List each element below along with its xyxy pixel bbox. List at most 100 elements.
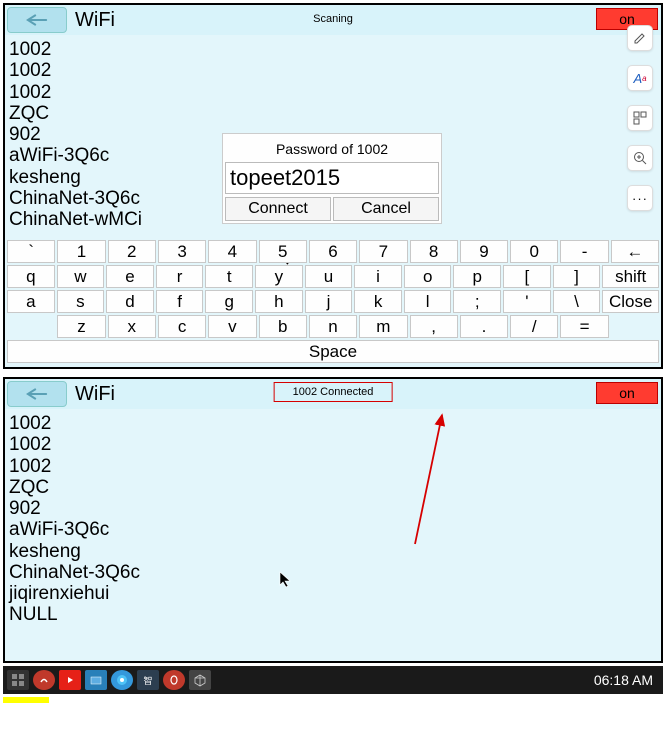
wifi-panel-connecting: WiFi Scaning on 100210021002ZQC902aWiFi-…	[3, 3, 663, 369]
key-f[interactable]: f	[156, 290, 204, 313]
key-g[interactable]: g	[205, 290, 253, 313]
status-text-connected: 1002 Connected	[274, 382, 393, 402]
edit-icon[interactable]	[627, 25, 653, 51]
page-title: WiFi	[75, 383, 115, 406]
more-icon[interactable]: ···	[627, 185, 653, 211]
key-m[interactable]: m	[359, 315, 407, 338]
header: WiFi 1002 Connected on	[5, 379, 661, 409]
key--[interactable]: -	[560, 240, 608, 263]
taskbar-app-icon[interactable]	[33, 670, 55, 690]
key-w[interactable]: w	[57, 265, 105, 288]
key-y[interactable]: y	[255, 265, 303, 288]
taskbar-clock: 06:18 AM	[594, 672, 659, 688]
wifi-network-item[interactable]: 1002	[9, 456, 657, 477]
header: WiFi Scaning on	[5, 5, 661, 35]
wifi-network-item[interactable]: ChinaNet-3Q6c	[9, 562, 657, 583]
key-=[interactable]: =	[560, 315, 608, 338]
key-z[interactable]: z	[57, 315, 105, 338]
key-5[interactable]: 5	[259, 240, 307, 263]
key-8[interactable]: 8	[410, 240, 458, 263]
side-toolbar: Aa ···	[627, 25, 653, 211]
key-1[interactable]: 1	[57, 240, 105, 263]
key-6[interactable]: 6	[309, 240, 357, 263]
back-button[interactable]	[7, 381, 67, 407]
key-u[interactable]: u	[305, 265, 353, 288]
yellow-highlight	[3, 697, 49, 703]
wifi-network-item[interactable]: kesheng	[9, 541, 657, 562]
key-c[interactable]: c	[158, 315, 206, 338]
key-h[interactable]: h	[255, 290, 303, 313]
key-backspace[interactable]: ←	[611, 240, 659, 263]
key-d[interactable]: d	[106, 290, 154, 313]
status-text: Scaning	[313, 13, 353, 25]
back-button[interactable]	[7, 7, 67, 33]
wifi-panel-connected: WiFi 1002 Connected on 100210021002ZQC90…	[3, 377, 663, 663]
taskbar-app-icon[interactable]	[7, 670, 29, 690]
onscreen-keyboard: `1234567890-← qwertyuiop[]shift asdfghjk…	[7, 240, 659, 365]
cancel-button[interactable]: Cancel	[333, 197, 439, 221]
key-x[interactable]: x	[108, 315, 156, 338]
key-v[interactable]: v	[208, 315, 256, 338]
key-'[interactable]: '	[503, 290, 551, 313]
key-k[interactable]: k	[354, 290, 402, 313]
key-,[interactable]: ,	[410, 315, 458, 338]
key-space[interactable]: Space	[7, 340, 659, 363]
wifi-toggle-button[interactable]: on	[596, 382, 658, 404]
key-b[interactable]: b	[259, 315, 307, 338]
wifi-network-item[interactable]: jiqirenxiehui	[9, 583, 657, 604]
key-r[interactable]: r	[156, 265, 204, 288]
dialog-title: Password of 1002	[225, 136, 439, 162]
key-2[interactable]: 2	[108, 240, 156, 263]
key-s[interactable]: s	[57, 290, 105, 313]
key-t[interactable]: t	[205, 265, 253, 288]
font-icon[interactable]: Aa	[627, 65, 653, 91]
layout-icon[interactable]	[627, 105, 653, 131]
key-4[interactable]: 4	[208, 240, 256, 263]
key-3[interactable]: 3	[158, 240, 206, 263]
key-i[interactable]: i	[354, 265, 402, 288]
taskbar-3d-icon[interactable]	[189, 670, 211, 690]
taskbar-files-icon[interactable]	[85, 670, 107, 690]
password-input[interactable]	[225, 162, 439, 194]
password-dialog: Password of 1002 Connect Cancel	[222, 133, 442, 224]
wifi-network-item[interactable]: 1002	[9, 39, 657, 60]
key-0[interactable]: 0	[510, 240, 558, 263]
wifi-network-item[interactable]: 1002	[9, 60, 657, 81]
key-shift[interactable]: shift	[602, 265, 659, 288]
wifi-network-item[interactable]: ZQC	[9, 477, 657, 498]
key-l[interactable]: l	[404, 290, 452, 313]
wifi-network-item[interactable]: 1002	[9, 413, 657, 434]
wifi-network-item[interactable]: 902	[9, 498, 657, 519]
wifi-network-item[interactable]: 1002	[9, 82, 657, 103]
wifi-network-item[interactable]: ZQC	[9, 103, 657, 124]
key-n[interactable]: n	[309, 315, 357, 338]
key-`[interactable]: `	[7, 240, 55, 263]
key-a[interactable]: a	[7, 290, 55, 313]
key-7[interactable]: 7	[359, 240, 407, 263]
wifi-network-item[interactable]: 1002	[9, 434, 657, 455]
key-[[interactable]: [	[503, 265, 551, 288]
key-Close[interactable]: Close	[602, 290, 659, 313]
page-title: WiFi	[75, 9, 115, 32]
key-][interactable]: ]	[553, 265, 601, 288]
key-\[interactable]: \	[553, 290, 601, 313]
wifi-network-item[interactable]: aWiFi-3Q6c	[9, 519, 657, 540]
taskbar-chrome-icon[interactable]	[111, 670, 133, 690]
taskbar-youtube-icon[interactable]	[59, 670, 81, 690]
wifi-network-list: 100210021002ZQC902aWiFi-3Q6ckeshengChina…	[5, 409, 661, 630]
key-j[interactable]: j	[305, 290, 353, 313]
key-;[interactable]: ;	[453, 290, 501, 313]
key-q[interactable]: q	[7, 265, 55, 288]
taskbar-opera-icon[interactable]	[163, 670, 185, 690]
wifi-network-item[interactable]: NULL	[9, 604, 657, 625]
key-e[interactable]: e	[106, 265, 154, 288]
connect-button[interactable]: Connect	[225, 197, 331, 221]
zoom-icon[interactable]	[627, 145, 653, 171]
key-.[interactable]: .	[460, 315, 508, 338]
key-o[interactable]: o	[404, 265, 452, 288]
key-/[interactable]: /	[510, 315, 558, 338]
taskbar-app-icon[interactable]: 智	[137, 670, 159, 690]
key-p[interactable]: p	[453, 265, 501, 288]
key-9[interactable]: 9	[460, 240, 508, 263]
taskbar: 智 06:18 AM	[3, 666, 663, 694]
